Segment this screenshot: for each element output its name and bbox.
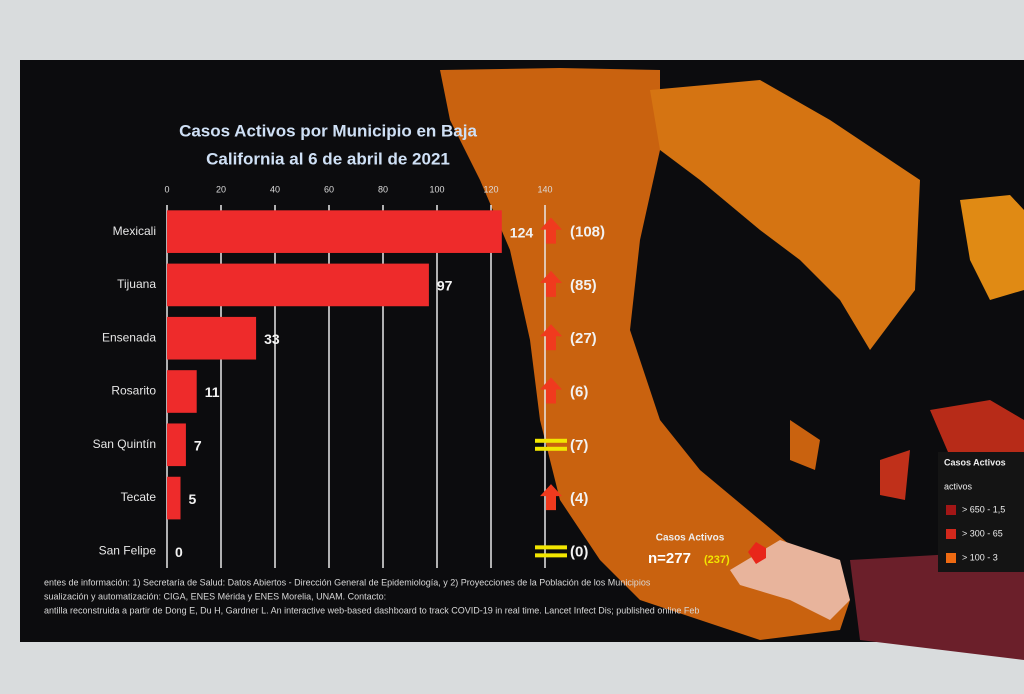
value-label: 7 <box>194 437 202 453</box>
y-tick-label: San Felipe <box>99 544 157 558</box>
value-label: 5 <box>189 491 197 507</box>
equal-bar <box>535 438 567 443</box>
bar <box>167 210 502 253</box>
x-tick-label: 100 <box>429 184 444 194</box>
bar <box>167 423 186 467</box>
x-tick-label: 20 <box>216 184 226 194</box>
trend-up <box>540 377 562 404</box>
value-label: 11 <box>205 384 220 400</box>
total-label: n=277 <box>648 550 691 567</box>
bar <box>167 370 197 413</box>
y-tick-label: San Quintín <box>93 437 156 451</box>
value-label: 124 <box>510 224 534 240</box>
y-tick-label: Tijuana <box>117 277 156 291</box>
total-previous: (237) <box>704 554 730 566</box>
y-tick-label: Mexicali <box>113 224 156 238</box>
x-tick-label: 60 <box>324 184 334 194</box>
equal-bar <box>535 553 567 558</box>
bar <box>167 476 181 520</box>
trend-equal <box>535 545 567 558</box>
previous-label: (0) <box>570 543 588 560</box>
x-tick-label: 40 <box>270 184 280 194</box>
bar <box>167 263 429 307</box>
previous-label: (85) <box>570 277 597 294</box>
plot: 0 20 40 60 80 100 120 140 Mexicali 124 (108) Tijuan… <box>93 184 605 568</box>
y-tick-label: Tecate <box>121 490 157 504</box>
y-tick-label: Ensenada <box>102 330 156 344</box>
legend-swatch <box>946 529 956 539</box>
equal-bar <box>535 545 567 550</box>
source-line: sualización y automatización: CIGA, ENES… <box>44 591 386 601</box>
source-line: entes de información: 1) Secretaría de S… <box>44 577 651 587</box>
legend-title: Casos Activos <box>944 457 1006 467</box>
previous-label: (108) <box>570 224 605 241</box>
equal-bar <box>535 446 567 451</box>
legend-subtitle: activos <box>944 481 973 491</box>
previous-label: (6) <box>570 383 588 400</box>
legend-label: > 100 - 3 <box>962 552 998 562</box>
y-tick-label: Rosarito <box>111 384 156 398</box>
trend-up <box>540 324 562 351</box>
chart-title: Casos Activos por Municipio en Baja <box>179 121 477 140</box>
value-label: 33 <box>264 331 280 347</box>
trend-equal <box>535 438 567 451</box>
legend-label: > 300 - 65 <box>962 528 1003 538</box>
legend-swatch <box>946 553 956 563</box>
legend-label: > 650 - 1,5 <box>962 504 1005 514</box>
source-line: antilla reconstruida a partir de Dong E,… <box>44 605 699 615</box>
previous-label: (27) <box>570 330 597 347</box>
total-title: Casos Activos <box>656 533 725 544</box>
map <box>440 68 1024 640</box>
legend-items: > 650 - 1,5 > 300 - 65 > 100 - 3 <box>946 504 1005 563</box>
value-label: 0 <box>175 544 183 560</box>
x-tick-label: 120 <box>483 184 498 194</box>
x-tick-label: 140 <box>537 184 552 194</box>
previous-label: (7) <box>570 437 588 454</box>
legend-swatch <box>946 505 956 515</box>
total-marker <box>748 542 766 564</box>
trend-up <box>540 270 562 297</box>
value-label: 97 <box>437 278 453 294</box>
trend-up <box>540 484 562 511</box>
previous-label: (4) <box>570 490 588 507</box>
x-tick-label: 80 <box>378 184 388 194</box>
chart-title: California al 6 de abril de 2021 <box>206 149 450 168</box>
bar <box>167 316 257 360</box>
x-tick-label: 0 <box>164 184 169 194</box>
trend-up <box>540 217 562 244</box>
sleeve <box>850 550 1024 660</box>
